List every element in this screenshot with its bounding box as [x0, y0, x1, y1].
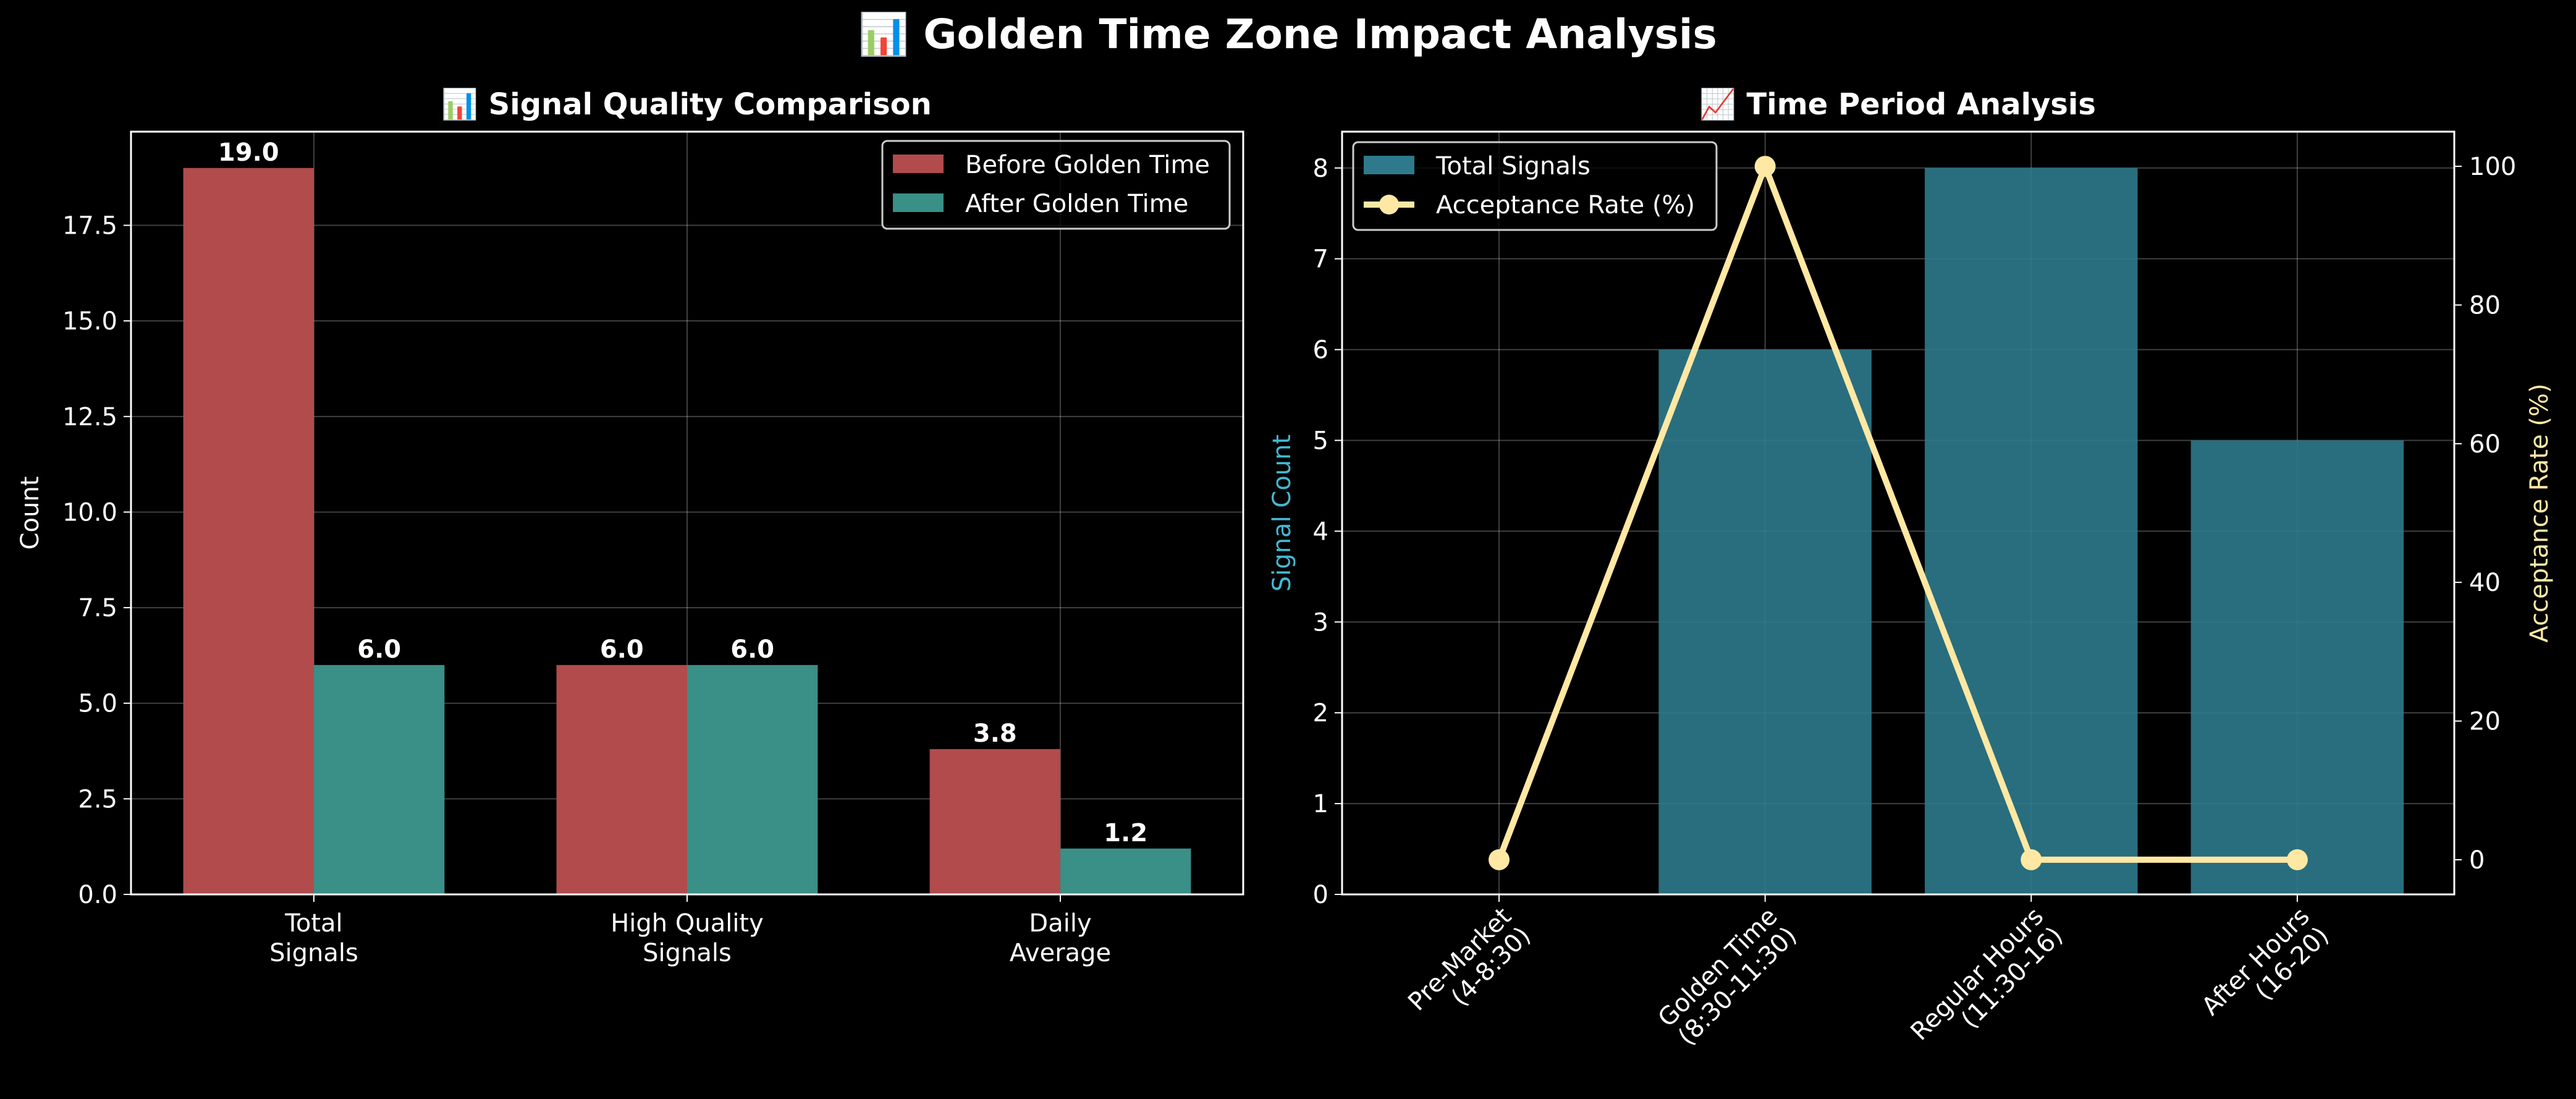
left-y-tick-label: 0.0: [78, 881, 117, 909]
left-y-ticks: 0.0 2.5 5.0 7.5 10.0 12.5 15.0 17.5: [62, 212, 131, 909]
left-bar-value-label: 6.0: [357, 635, 401, 664]
acceptance-rate-point: [2286, 849, 2308, 870]
right-left-y-axis-label: Signal Count: [1268, 435, 1296, 592]
left-x-tick-label: Total Signals: [269, 909, 358, 967]
left-panel-title: 📊 Signal Quality Comparison: [441, 87, 932, 122]
legend-swatch-after: [893, 193, 944, 212]
left-legend-frame: [881, 140, 1231, 230]
right-left-y-tick-label: 5: [1313, 426, 1328, 455]
legend-swatch-before: [893, 155, 944, 173]
left-x-ticks: Total Signals High Quality Signals Daily Aver…: [269, 894, 1111, 967]
acceptance-rate-line: [1496, 163, 2297, 863]
right-legend-frame: [1352, 141, 1718, 231]
right-right-y-tick-label: 20: [2469, 708, 2501, 736]
acceptance-rate-point: [1754, 156, 1776, 177]
left-bar-after: [687, 664, 818, 894]
acceptance-rate-point: [2021, 849, 2042, 870]
right-bar-total-signals: [1658, 349, 1872, 894]
right-right-y-tick-label: 60: [2469, 430, 2501, 459]
right-right-y-ticks: 0 20 40 60 80 100: [2454, 153, 2516, 875]
left-bar-after: [313, 664, 445, 894]
right-left-y-tick-label: 0: [1313, 881, 1328, 909]
right-bars: [1658, 168, 2404, 894]
left-x-tick-label: High Quality Signals: [610, 909, 764, 967]
left-bar-after: [1060, 848, 1191, 894]
right-plot-frame: [1341, 130, 2456, 896]
left-y-tick-label: 15.0: [62, 307, 117, 336]
left-y-tick-label: 17.5: [62, 212, 117, 240]
right-left-y-tick-label: 1: [1313, 790, 1328, 818]
right-left-y-tick-label: 7: [1313, 245, 1328, 274]
legend-label-total-signals: Total Signals: [1435, 152, 1590, 180]
left-y-axis-label: Count: [16, 477, 44, 550]
left-bar-before: [556, 664, 687, 894]
left-y-tick-label: 7.5: [78, 594, 117, 622]
right-line-series: [1489, 156, 2308, 870]
left-bar-value-label: 1.2: [1104, 819, 1147, 847]
right-left-y-tick-label: 4: [1313, 517, 1328, 546]
right-bar-total-signals: [1925, 168, 2138, 894]
right-left-y-tick-label: 6: [1313, 336, 1328, 365]
left-bars: [183, 168, 1191, 894]
left-y-tick-label: 12.5: [62, 403, 117, 431]
legend-label-after: After Golden Time: [965, 190, 1188, 218]
legend-marker-acceptance-rate: [1379, 195, 1399, 214]
right-left-y-tick-label: 3: [1313, 608, 1328, 637]
left-bar-value-label: 6.0: [600, 635, 644, 664]
right-left-y-ticks: 0 1 2 3 4 5 6 7 8: [1313, 155, 1342, 909]
legend-swatch-total-signals: [1364, 156, 1414, 174]
left-bar-value-label: 6.0: [730, 635, 774, 664]
right-right-y-tick-label: 80: [2469, 291, 2501, 320]
legend-label-acceptance-rate: Acceptance Rate (%): [1436, 191, 1695, 219]
right-right-y-tick-label: 0: [2469, 846, 2485, 875]
right-left-y-tick-label: 8: [1313, 155, 1328, 183]
signal-quality-panel: 📊 Signal Quality Comparison 0.0 2.5 5.0 7.5…: [16, 87, 1244, 967]
right-left-y-tick-label: 2: [1313, 699, 1328, 728]
left-bar-before: [183, 168, 314, 894]
right-legend: Total Signals Acceptance Rate (%): [1352, 141, 1718, 231]
right-right-y-tick-label: 100: [2469, 153, 2516, 181]
figure-title: 📊 Golden Time Zone Impact Analysis: [858, 11, 1717, 58]
left-x-tick-label: Daily Average: [1010, 909, 1111, 967]
right-bar-total-signals: [2190, 440, 2404, 894]
left-y-tick-label: 2.5: [78, 785, 117, 813]
acceptance-rate-point: [1489, 849, 1510, 870]
left-bar-value-label: 3.8: [973, 719, 1017, 748]
left-legend: Before Golden Time After Golden Time: [881, 140, 1231, 230]
right-right-y-tick-label: 40: [2469, 569, 2501, 597]
right-panel-title: 📈 Time Period Analysis: [1699, 87, 2096, 122]
left-data-labels: 19.0 6.0 3.8 6.0 6.0 1.2: [218, 138, 1147, 847]
legend-label-before: Before Golden Time: [965, 151, 1210, 179]
left-bar-value-label: 19.0: [218, 138, 279, 167]
left-bar-before: [929, 749, 1061, 894]
left-y-tick-label: 10.0: [62, 498, 117, 527]
right-right-y-axis-label: Acceptance Rate (%): [2525, 383, 2554, 642]
left-y-tick-label: 5.0: [78, 690, 117, 718]
